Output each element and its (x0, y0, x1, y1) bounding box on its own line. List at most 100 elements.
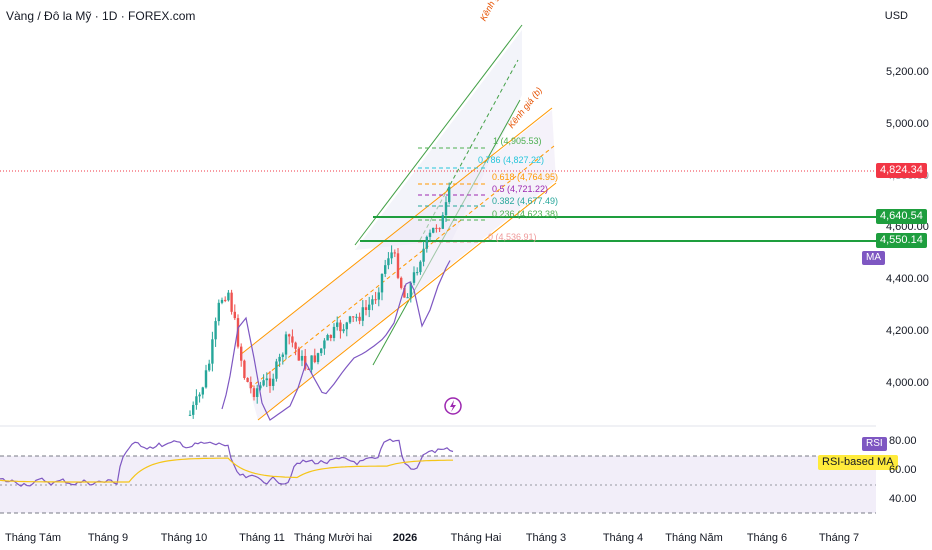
time-label: Tháng 7 (818, 532, 860, 544)
candle-body (342, 329, 345, 332)
candle-body (345, 322, 348, 330)
level-tag-2: 4,550.14 (876, 233, 927, 248)
time-label: Tháng Hai (450, 532, 502, 544)
candle-body (313, 355, 316, 363)
candle-body (400, 277, 403, 288)
candle-body (323, 340, 326, 349)
candle-body (268, 378, 272, 386)
fib-label-0786: 0.786 (4,827.22) (478, 155, 545, 165)
candle-body (220, 299, 224, 303)
candle-body (387, 258, 390, 266)
candle-body (377, 292, 380, 300)
time-label: Tháng 3 (525, 532, 567, 544)
candle-body (419, 261, 422, 273)
channel-a-mid (419, 59, 519, 241)
candle-body (252, 388, 256, 397)
candle-body (243, 360, 246, 378)
last-price-tag: 4,824.34 (876, 163, 927, 178)
candle-body (195, 396, 198, 406)
time-label: Tháng Tám (4, 532, 62, 544)
candle-body (422, 248, 425, 262)
rsi-ma-badge[interactable]: RSI-based MA (818, 455, 898, 470)
candle-body (304, 355, 307, 369)
candle-body (339, 322, 342, 332)
candle-body (214, 321, 217, 340)
rsi-tick: 80.00 (889, 435, 917, 447)
symbol-title[interactable]: Vàng / Đô la Mỹ · 1D · FOREX.com (6, 9, 196, 23)
fib-label-05: 0.5 (4,721.22) (492, 184, 549, 194)
candle-body (240, 346, 243, 361)
candle-body (326, 334, 329, 341)
candle-body (435, 227, 438, 229)
candle-body (355, 316, 358, 318)
time-label: Tháng Mười hai (293, 532, 373, 544)
channel-a-fill (355, 30, 522, 250)
candle-body (441, 215, 444, 229)
fib-label-0: 0 (4,536.91) (488, 232, 537, 242)
candle-body (425, 236, 428, 249)
candle-body (249, 381, 252, 389)
channel-b-upper (239, 107, 553, 356)
channel-b-mid (249, 145, 555, 389)
candle-body (416, 272, 419, 274)
candle-body (281, 354, 284, 357)
candle-body (352, 316, 355, 318)
candle-body (371, 299, 374, 305)
price-tick: 5,000.00 (886, 118, 929, 130)
channel-a-upper (354, 24, 523, 246)
candle-body (208, 363, 211, 371)
candle-body (236, 318, 240, 347)
level-tag-1: 4,640.54 (876, 209, 927, 224)
moving-average-line (221, 260, 451, 421)
rsi-badge[interactable]: RSI (862, 437, 887, 451)
rsi-line (0, 438, 454, 487)
candle-body (329, 334, 332, 338)
candle-body (246, 377, 249, 382)
candle-body (316, 353, 320, 363)
candle-body (265, 378, 268, 381)
fib-label-1: 1 (4,905.53) (493, 136, 542, 146)
fib-label-0236: 0.236 (4,623.38) (492, 209, 559, 219)
candle-body (358, 316, 361, 321)
candle-body (217, 302, 220, 322)
rsi-tick: 60.00 (889, 464, 917, 476)
candle-body (368, 304, 371, 310)
candle-body (211, 339, 214, 364)
candle-body (412, 272, 416, 283)
candle-body (297, 348, 300, 361)
candle-body (361, 307, 364, 321)
candle-body (275, 361, 278, 379)
candle-body (380, 273, 384, 293)
candle-body (291, 336, 294, 343)
candle-body (406, 297, 409, 299)
fib-label-0382: 0.382 (4,677.49) (492, 196, 559, 206)
candle-body (262, 380, 265, 386)
candle-body (227, 292, 230, 301)
candle-body (390, 252, 393, 259)
candle-body (438, 228, 441, 230)
time-label: Tháng 10 (160, 532, 208, 544)
candle-body (320, 348, 323, 354)
lightning-icon[interactable] (444, 397, 462, 415)
currency-label[interactable]: USD (884, 10, 908, 22)
candle-body (393, 252, 396, 254)
candle-body (428, 232, 432, 237)
candle-body (230, 292, 233, 312)
candle-body (432, 227, 435, 233)
candle-body (278, 356, 281, 362)
candle-body (332, 326, 336, 338)
time-label: 2026 (392, 532, 418, 544)
candle-body (409, 282, 412, 298)
candle-body (294, 342, 297, 349)
time-label: Tháng 4 (602, 532, 644, 544)
candle-body (403, 287, 406, 298)
price-tick: 4,200.00 (886, 325, 929, 337)
candle-body (448, 186, 451, 203)
ma-badge[interactable]: MA (862, 251, 885, 265)
price-tick: 4,600.00 (886, 221, 929, 233)
candle-body (310, 355, 313, 370)
candle-body (192, 405, 195, 415)
candle-body (364, 307, 368, 310)
candle-body (348, 316, 352, 323)
